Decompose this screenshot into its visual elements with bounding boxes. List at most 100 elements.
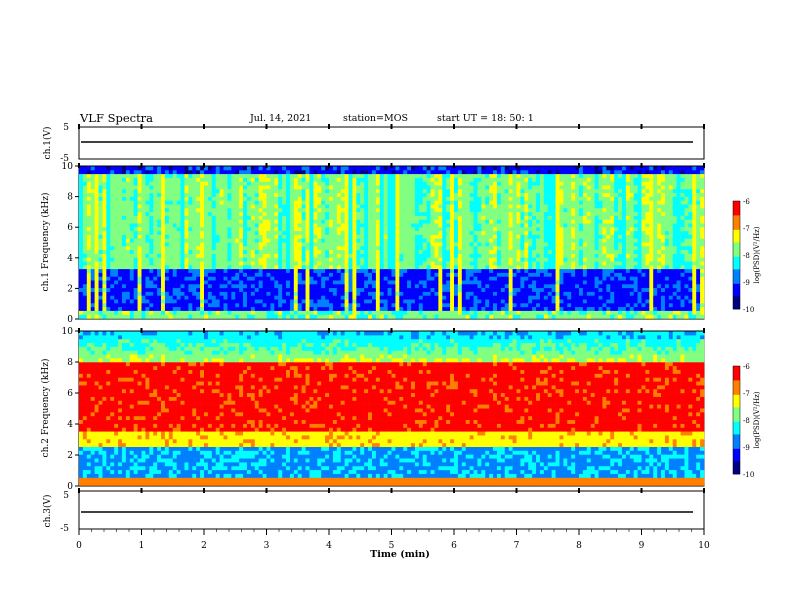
spectrogram-cell	[465, 234, 470, 239]
spectrogram-cell	[305, 242, 310, 247]
spectrogram-cell	[207, 189, 213, 194]
spectrogram-cell	[461, 212, 467, 217]
spectrogram-cell	[258, 219, 263, 224]
spectrogram-cell	[481, 174, 486, 179]
spectrogram-cell	[356, 200, 361, 205]
spectrogram-cell	[239, 181, 244, 186]
spectrogram-cell	[196, 303, 201, 308]
spectrogram-cell	[539, 212, 545, 217]
spectrogram-cell	[395, 204, 400, 209]
spectrogram-cell	[192, 265, 197, 270]
spectrogram-cell	[485, 193, 490, 198]
spectrogram-cell	[489, 246, 494, 251]
spectrogram-cell	[317, 200, 322, 205]
spectrogram-cell	[317, 227, 322, 232]
spectrogram-cell	[532, 246, 537, 251]
spectrogram-cell	[161, 234, 166, 239]
spectrogram-cell	[391, 215, 396, 220]
spectrogram-cell	[547, 310, 552, 315]
spectrogram-cell	[110, 250, 115, 255]
spectrogram-cell	[219, 307, 224, 312]
spectrogram-cell	[375, 314, 381, 319]
spectrogram-cell	[438, 253, 443, 258]
spectrogram-cell	[235, 261, 240, 266]
spectrogram-cell	[559, 299, 564, 304]
spectrogram-cell	[454, 280, 459, 285]
spectrogram-cell	[360, 253, 365, 258]
spectrogram-cell	[121, 295, 127, 300]
spectrogram-cell	[356, 223, 361, 228]
spectrogram-cell	[227, 227, 232, 232]
spectrogram-cell	[508, 307, 513, 312]
spectrogram-cell	[563, 174, 568, 179]
spectrogram-cell	[215, 310, 220, 315]
spectrogram-cell	[356, 227, 361, 232]
spectrogram-cell	[102, 208, 107, 213]
spectrogram-cell	[395, 265, 400, 270]
spectrogram-cell	[395, 253, 400, 258]
spectrogram-cell	[137, 288, 142, 293]
spectrogram-cell	[547, 314, 552, 319]
spectrogram-cell	[516, 269, 521, 274]
spectrogram-cell	[196, 215, 201, 220]
spectrogram-cell	[536, 310, 541, 315]
spectrogram-cell	[137, 284, 142, 289]
spectrogram-cell	[149, 280, 154, 285]
spectrogram-cell	[98, 204, 103, 209]
spectrogram-cell	[512, 291, 517, 296]
spectrogram-cell	[454, 303, 459, 308]
spectrogram-cell	[278, 200, 283, 205]
spectrogram-cell	[399, 307, 404, 312]
spectrogram-cell	[532, 215, 537, 220]
spectrogram-cell	[184, 174, 189, 179]
spectrogram-cell	[329, 295, 334, 300]
spectrogram-cell	[450, 238, 455, 243]
spectrogram-cell	[90, 288, 95, 293]
spectrogram-cell	[430, 314, 435, 319]
spectrogram-cell	[282, 246, 287, 251]
spectrogram-cell	[539, 223, 545, 228]
spectrogram-cell	[262, 189, 267, 194]
spectrogram-cell	[98, 185, 103, 190]
spectrogram-cell	[149, 208, 154, 213]
spectrogram-cell	[352, 212, 357, 217]
spectrogram-cell	[137, 295, 142, 300]
spectrogram-cell	[200, 303, 205, 308]
spectrogram-cell	[340, 193, 345, 198]
spectrogram-cell	[442, 227, 447, 232]
spectrogram-cell	[243, 246, 248, 251]
spectrogram-cell	[536, 265, 541, 270]
spectrogram-cell	[121, 196, 127, 201]
spectrogram-cell	[332, 231, 338, 236]
spectrogram-cell	[204, 272, 209, 277]
spectrogram-cell	[180, 174, 185, 179]
spectrogram-cell	[422, 314, 427, 319]
spectrogram-cell	[528, 280, 533, 285]
spectrogram-cell	[286, 284, 291, 289]
spectrogram-cell	[153, 196, 158, 201]
spectrogram-cell	[364, 181, 369, 186]
spectrogram-cell	[118, 280, 123, 285]
spectrogram-cell	[403, 174, 408, 179]
spectrogram-cell	[286, 269, 291, 274]
spectrogram-cell	[282, 204, 287, 209]
spectrogram-cell	[231, 272, 236, 277]
spectrogram-cell	[411, 200, 416, 205]
spectrogram-cell	[368, 208, 373, 213]
spectrogram-cell	[204, 212, 209, 217]
spectrogram-cell	[274, 227, 279, 232]
spectrogram-cell	[422, 196, 427, 201]
spectrogram-cell	[141, 253, 146, 258]
spectrogram-cell	[250, 265, 256, 270]
spectrogram-cell	[289, 174, 295, 179]
spectrogram-cell	[332, 166, 338, 171]
spectrogram-cell	[547, 200, 552, 205]
spectrogram-cell	[153, 288, 158, 293]
spectrogram-cell	[94, 231, 99, 236]
spectrogram-cell	[79, 280, 84, 285]
spectrogram-cell	[266, 238, 271, 243]
spectrogram-cell	[329, 269, 334, 274]
spectrogram-cell	[278, 253, 283, 258]
spectrogram-cell	[231, 189, 236, 194]
